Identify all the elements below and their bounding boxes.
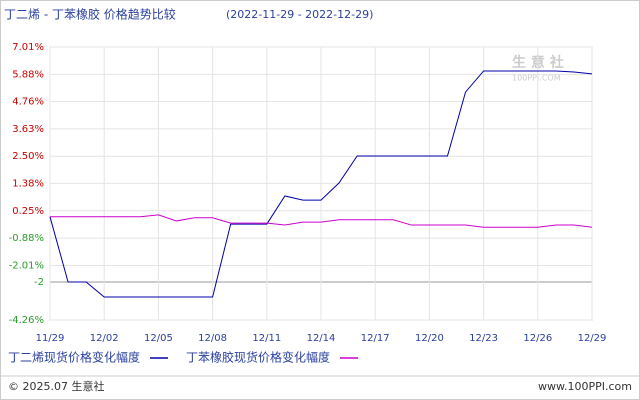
series-line	[49, 70, 593, 298]
x-tick-label: 12/05	[144, 333, 173, 344]
chart-subtitle: (2022-11-29 - 2022-12-29)	[226, 8, 373, 21]
y-tick-label: -4.26%	[9, 315, 44, 326]
y-tick-label: 0.25%	[12, 206, 44, 217]
watermark: 100PPI.COM	[512, 74, 561, 83]
y-tick-label: 4.76%	[12, 97, 44, 108]
x-tick-label: 12/26	[523, 333, 552, 344]
y-tick-label: 2.50%	[12, 151, 44, 162]
y-tick-label: 5.88%	[12, 69, 44, 80]
chart-title: 丁二烯 - 丁苯橡胶 价格趋势比较	[4, 7, 176, 22]
y-tick-label: -0.88%	[9, 233, 44, 244]
x-tick-label: 11/29	[36, 333, 65, 344]
series-line	[50, 214, 593, 228]
x-tick-label: 12/11	[252, 333, 281, 344]
footer: www.100PPI.com	[538, 380, 632, 393]
x-tick-label: 12/14	[307, 333, 336, 344]
y-tick-label: -2.01%	[9, 260, 44, 271]
y-tick-label: -2	[34, 277, 44, 288]
footer: © 2025.07 生意社	[8, 379, 104, 393]
x-tick-label: 12/23	[469, 333, 498, 344]
x-tick-label: 12/02	[90, 333, 119, 344]
x-tick-label: 12/20	[415, 333, 444, 344]
y-tick-label: 7.01%	[12, 42, 44, 53]
x-tick-label: 12/08	[198, 333, 227, 344]
x-tick-label: 12/29	[578, 333, 607, 344]
x-tick-label: 12/17	[361, 333, 390, 344]
legend-label: 丁苯橡胶现货价格变化幅度	[186, 350, 330, 365]
legend-label: 丁二烯现货价格变化幅度	[8, 350, 140, 365]
y-tick-label: 3.63%	[12, 124, 44, 135]
y-tick-label: 1.38%	[12, 178, 44, 189]
